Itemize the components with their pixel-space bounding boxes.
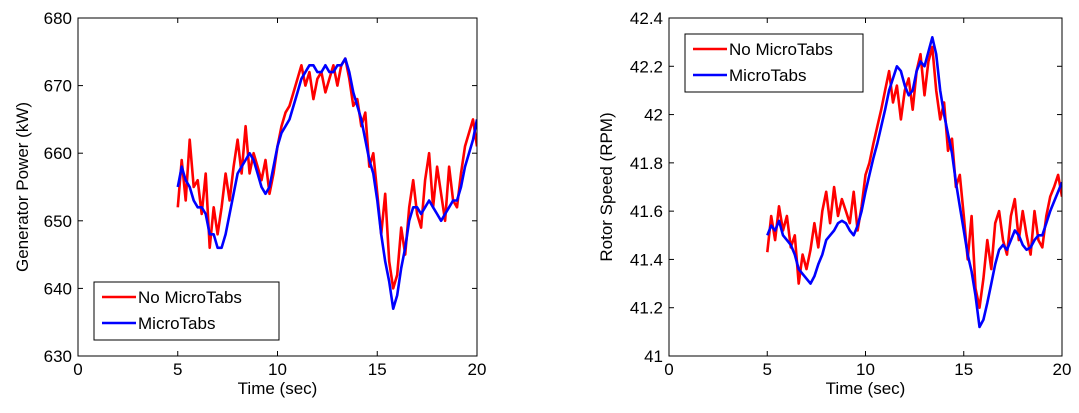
y-tick-label: 680	[44, 9, 72, 28]
legend-label: No MicroTabs	[138, 288, 242, 307]
chart-2: 0 5 10 15 20 41 41.2 41.4 41.6 41.8 42 42.2 42.4 Time…	[597, 9, 1071, 398]
y-tick-label: 41.8	[630, 154, 663, 173]
series-line-microtabs	[766, 35, 1062, 329]
legend-label: No MicroTabs	[729, 40, 833, 59]
series-line-no-microtabs	[176, 57, 477, 290]
y-tick-label: 640	[44, 279, 72, 298]
y-tick-label: 670	[44, 77, 72, 96]
y-tick-label: 630	[44, 347, 72, 366]
y-tick-label: 660	[44, 144, 72, 163]
y-tick-label: 42.2	[630, 57, 663, 76]
y-tick-label: 42.4	[630, 9, 663, 28]
legend-label: MicroTabs	[729, 66, 806, 85]
series-line-microtabs	[176, 57, 477, 311]
y-tick-label: 41.6	[630, 202, 663, 221]
x-tick-label: 20	[1053, 360, 1072, 379]
y-tick-label: 41	[644, 347, 663, 366]
y-tick-label: 41.4	[630, 250, 663, 269]
legend-label: MicroTabs	[138, 314, 215, 333]
y-axis-label: Generator Power (kW)	[13, 102, 32, 272]
legend-box	[684, 33, 864, 93]
x-tick-label: 5	[763, 360, 772, 379]
y-tick-label: 42	[644, 106, 663, 125]
x-axis-label: Time (sec)	[238, 379, 318, 398]
y-tick-label: 41.2	[630, 299, 663, 318]
x-tick-label: 10	[856, 360, 875, 379]
legend-box	[93, 281, 280, 341]
legend: No MicroTabs MicroTabs	[684, 33, 864, 93]
x-tick-label: 20	[468, 360, 487, 379]
x-axis-label: Time (sec)	[826, 379, 906, 398]
x-tick-label: 0	[664, 360, 673, 379]
y-tick-label: 650	[44, 212, 72, 231]
series-line-no-microtabs	[766, 45, 1062, 310]
x-tick-label: 0	[73, 360, 82, 379]
x-tick-label: 15	[368, 360, 387, 379]
x-tick-label: 15	[954, 360, 973, 379]
x-tick-label: 5	[173, 360, 182, 379]
chart-1: 0 5 10 15 20 630 640 650 660 670 680 Time (sec) Gene…	[13, 9, 486, 398]
x-tick-label: 10	[268, 360, 287, 379]
y-axis-label: Rotor Speed (RPM)	[597, 112, 616, 261]
legend: No MicroTabs MicroTabs	[93, 281, 280, 341]
